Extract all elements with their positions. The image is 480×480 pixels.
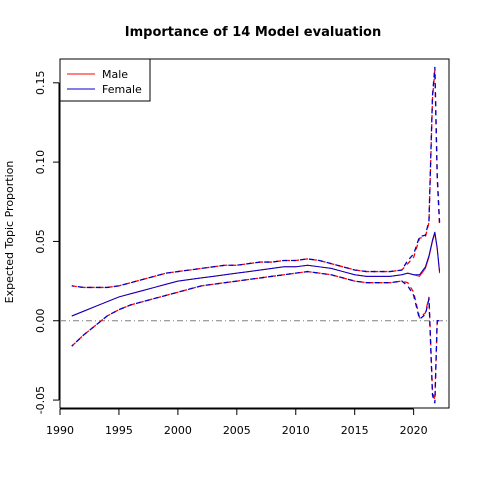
legend-female-label: Female — [102, 83, 142, 96]
legend-male-label: Male — [102, 68, 128, 81]
male-upper-ci-line — [71, 70, 441, 289]
y-tick-label: -0.05 — [34, 386, 47, 414]
plot-box — [59, 58, 450, 409]
y-tick-label: 0.00 — [34, 309, 47, 334]
y-axis-label: Expected Topic Proportion — [3, 161, 16, 304]
female-upper-ci-line — [71, 66, 441, 289]
x-tick-label: 2020 — [400, 424, 428, 437]
x-tick-label: 1990 — [46, 424, 74, 437]
x-tick-label: 2010 — [282, 424, 310, 437]
male-estimate-line — [71, 233, 441, 317]
y-tick-label: 0.10 — [34, 150, 47, 175]
legend-box — [59, 58, 151, 102]
y-tick-label: 0.15 — [34, 71, 47, 96]
legend: Male Female — [59, 58, 151, 102]
female-lower-ci-line — [71, 270, 440, 404]
chart-title: Importance of 14 Model evaluation — [125, 25, 381, 40]
x-axis: 1990 1995 2000 2005 2010 2015 2020 — [46, 408, 428, 437]
plot-frame — [59, 58, 450, 409]
y-tick-label: 0.05 — [34, 229, 47, 254]
series-group — [71, 66, 441, 404]
x-tick-label: 2005 — [223, 424, 251, 437]
x-tick-label: 2015 — [341, 424, 369, 437]
male-lower-ci-line — [71, 270, 440, 401]
x-tick-label: 1995 — [105, 424, 133, 437]
female-estimate-line — [71, 231, 441, 317]
y-axis: -0.05 0.00 0.05 0.10 0.15 — [34, 71, 60, 414]
x-tick-label: 2000 — [164, 424, 192, 437]
